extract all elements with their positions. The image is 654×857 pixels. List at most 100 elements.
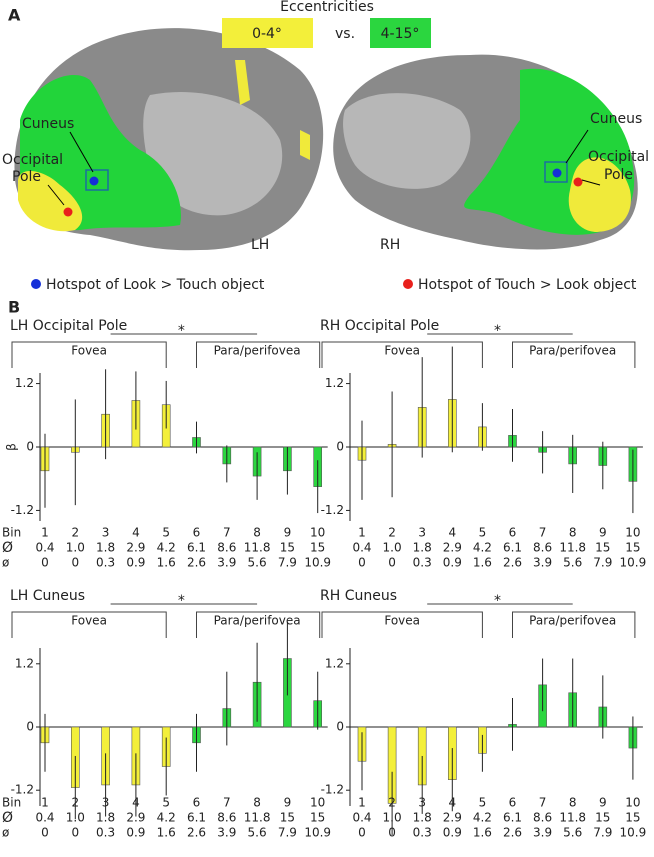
brain-left: [14, 28, 324, 251]
bracket-label: Para/perifovea: [214, 344, 301, 358]
bin-label: 9: [284, 526, 292, 540]
y-tick-label: -1.2: [11, 783, 34, 797]
row-label: Bin: [2, 796, 21, 810]
bin-label: 8: [253, 526, 261, 540]
row-value: 5.6: [563, 826, 582, 840]
row-value: 4.2: [473, 541, 492, 555]
bin-label: 4: [448, 796, 456, 810]
row-value: 0: [71, 556, 79, 570]
row-value: 1.0: [66, 541, 85, 555]
row-value: 3.9: [533, 826, 552, 840]
row-value: 1.6: [473, 826, 492, 840]
row-value: 15: [280, 541, 295, 555]
bin-label: 9: [599, 526, 607, 540]
row-value: 0.3: [413, 826, 432, 840]
bin-label: 2: [388, 796, 396, 810]
bin-label: 1: [41, 796, 49, 810]
bracket-label: Fovea: [71, 344, 107, 358]
bin-label: 10: [310, 796, 325, 810]
bin-label: 5: [479, 796, 487, 810]
bin-label: 9: [284, 796, 292, 810]
bin-label: 2: [71, 526, 79, 540]
legend-label: vs.: [335, 26, 355, 42]
bracket: [196, 611, 321, 638]
row-value: 1.8: [96, 541, 115, 555]
bracket-label: Para/perifovea: [529, 614, 616, 628]
row-value: 15: [625, 541, 640, 555]
row-value: 11.8: [559, 541, 586, 555]
row-value: 6.1: [187, 811, 206, 825]
row-value: 0: [358, 556, 366, 570]
bin-label: 4: [132, 526, 140, 540]
bracket: [321, 341, 483, 368]
row-value: 6.1: [503, 541, 522, 555]
row-value: 1.6: [157, 556, 176, 570]
row-value: 8.6: [533, 541, 552, 555]
bin-label: 7: [539, 796, 547, 810]
row-value: 10.9: [304, 826, 331, 840]
row-value: 15: [310, 541, 325, 555]
bracket: [11, 611, 167, 638]
region-label: Occipital: [588, 149, 649, 165]
chart-title: RH Cuneus: [320, 588, 397, 604]
bin-label: 10: [310, 526, 325, 540]
legend-dot-look: [31, 279, 41, 289]
row-label: Ø: [2, 810, 13, 826]
y-tick-label: -1.2: [11, 503, 34, 517]
row-value: 4.2: [157, 811, 176, 825]
row-value: 0.9: [443, 556, 462, 570]
row-label: Bin: [2, 526, 21, 540]
row-value: 8.6: [533, 811, 552, 825]
chart-title: RH Occipital Pole: [320, 318, 439, 334]
y-tick-label: 0: [26, 440, 34, 454]
bracket: [321, 611, 483, 638]
row-value: 4.2: [473, 811, 492, 825]
row-value: 0.9: [126, 826, 145, 840]
row-value: 1.0: [66, 811, 85, 825]
bin-label: 6: [509, 796, 517, 810]
y-tick-label: 1.2: [15, 656, 34, 670]
panel-label: A: [8, 6, 21, 25]
bracket-label: Fovea: [384, 344, 420, 358]
row-value: 15: [310, 811, 325, 825]
row-value: 0.3: [413, 556, 432, 570]
bin-label: 10: [625, 526, 640, 540]
row-label: ø: [2, 556, 9, 570]
row-value: 0.3: [96, 556, 115, 570]
legend-label: Hotspot of Touch > Look object: [418, 277, 637, 293]
row-value: 7.9: [278, 556, 297, 570]
row-value: 15: [595, 541, 610, 555]
row-value: 0: [71, 826, 79, 840]
row-value: 0.4: [352, 811, 371, 825]
row-value: 1.6: [157, 826, 176, 840]
bin-label: 7: [539, 526, 547, 540]
y-tick-label: 0: [336, 440, 344, 454]
bin-label: 1: [358, 796, 366, 810]
y-tick-label: 0: [26, 720, 34, 734]
legend-swatch-peripheral: [370, 18, 431, 48]
bracket: [196, 341, 321, 368]
bin-label: 6: [509, 526, 517, 540]
bin-label: 6: [193, 796, 201, 810]
row-value: 2.9: [443, 811, 462, 825]
significance-star: *: [178, 593, 185, 609]
bin-label: 1: [358, 526, 366, 540]
bracket-label: Para/perifovea: [529, 344, 616, 358]
brain-right: [333, 54, 638, 250]
bin-label: 4: [132, 796, 140, 810]
bin-label: 3: [418, 526, 426, 540]
y-tick-label: 0: [336, 720, 344, 734]
bin-label: 2: [388, 526, 396, 540]
row-value: 6.1: [187, 541, 206, 555]
region-label: Cuneus: [590, 111, 642, 127]
y-tick-label: -1.2: [321, 503, 344, 517]
bin-label: 8: [569, 526, 577, 540]
row-value: 0: [41, 826, 49, 840]
bin-label: 4: [448, 526, 456, 540]
row-value: 0.3: [96, 826, 115, 840]
region-label: Cuneus: [22, 116, 74, 132]
bracket: [512, 341, 636, 368]
row-value: 0.9: [126, 556, 145, 570]
bin-label: 9: [599, 796, 607, 810]
